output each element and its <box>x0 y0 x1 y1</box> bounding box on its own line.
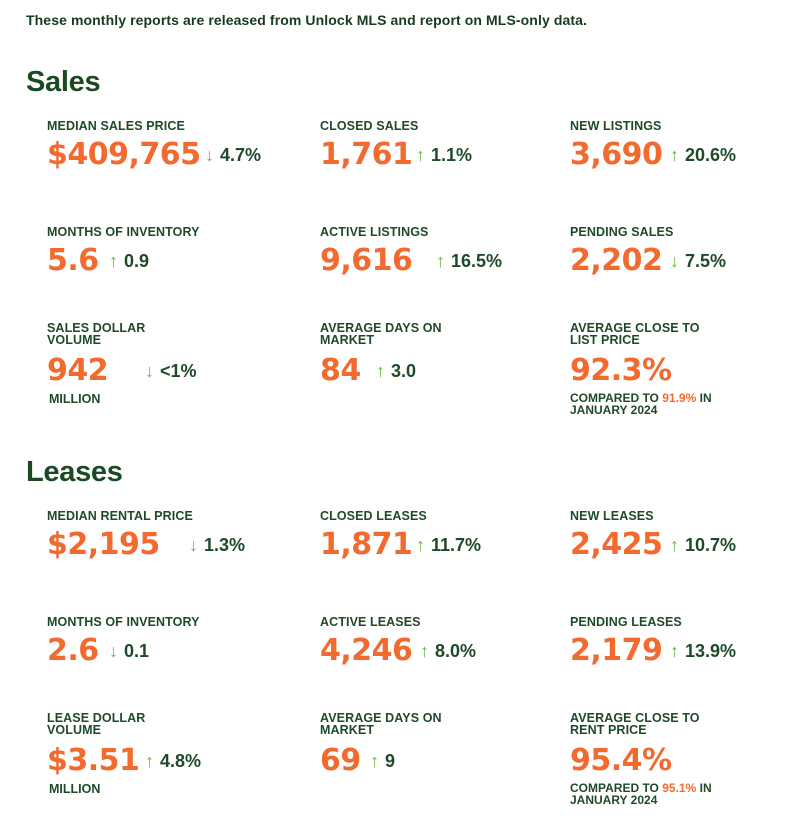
arrow-up-icon: ↑ <box>670 535 679 555</box>
closed-sales-card: CLOSED SALES 1,761 ↑ 1.1% <box>320 120 550 174</box>
sales-dollar-volume-change: ↓ <1% <box>145 361 197 381</box>
new-leases-change: ↑ 10.7% <box>670 535 737 555</box>
average-close-to-list-comparison: COMPARED TO 91.9% IN JANUARY 2024 <box>570 391 712 417</box>
arrow-down-icon: ↓ <box>189 535 198 555</box>
arrow-down-icon: ↓ <box>109 641 118 661</box>
lease-dollar-volume-card: LEASE DOLLAR VOLUME $3.51 ↑ 4.8% MILLION <box>47 712 277 796</box>
arrow-up-icon: ↑ <box>670 145 679 165</box>
active-listings-card: ACTIVE LISTINGS 9,616 ↑ 16.5% <box>320 226 550 280</box>
average-days-on-market-change: ↑ 3.0 <box>376 361 417 381</box>
closed-sales-value: 1,761 <box>320 137 413 172</box>
median-sales-price-label: MEDIAN SALES PRICE <box>47 119 185 133</box>
active-listings-value: 9,616 <box>320 243 413 278</box>
average-close-to-rent-label: AVERAGE CLOSE TO RENT PRICE <box>570 711 700 737</box>
average-close-to-list-value: 92.3% <box>570 353 672 388</box>
arrow-up-icon: ↑ <box>376 361 385 381</box>
arrow-up-icon: ↑ <box>145 751 154 771</box>
arrow-up-icon: ↑ <box>370 751 379 771</box>
new-leases-card: NEW LEASES 2,425 ↑ 10.7% <box>570 510 800 564</box>
leases-heading: Leases <box>26 456 123 488</box>
months-of-inventory-label: MONTHS OF INVENTORY <box>47 615 200 629</box>
average-days-on-market-value: 84 <box>320 353 361 388</box>
active-listings-label: ACTIVE LISTINGS <box>320 225 429 239</box>
active-leases-card: ACTIVE LEASES 4,246 ↑ 8.0% <box>320 616 550 670</box>
arrow-up-icon: ↑ <box>420 641 429 661</box>
arrow-down-icon: ↓ <box>145 361 154 381</box>
average-close-to-rent-card: AVERAGE CLOSE TO RENT PRICE 95.4% COMPARE… <box>570 712 800 806</box>
median-rental-price-card: MEDIAN RENTAL PRICE $2,195 ↓ 1.3% <box>47 510 277 564</box>
arrow-down-icon: ↓ <box>205 145 214 165</box>
closed-leases-card: CLOSED LEASES 1,871 ↑ 11.7% <box>320 510 550 564</box>
new-listings-change: ↑ 20.6% <box>670 145 737 165</box>
average-close-to-list-card: AVERAGE CLOSE TO LIST PRICE 92.3% COMPARE… <box>570 322 800 416</box>
pending-sales-value: 2,202 <box>570 243 663 278</box>
closed-leases-value: 1,871 <box>320 527 413 562</box>
lease-dollar-volume-unit: MILLION <box>49 782 101 796</box>
arrow-up-icon: ↑ <box>416 145 425 165</box>
average-close-to-rent-comparison: COMPARED TO 95.1% IN JANUARY 2024 <box>570 781 712 807</box>
pending-leases-change: ↑ 13.9% <box>670 641 737 661</box>
leases-months-of-inventory-card: MONTHS OF INVENTORY 2.6 ↓ 0.1 <box>47 616 277 670</box>
months-of-inventory-change: ↑ 0.9 <box>109 251 150 271</box>
median-sales-price-value: $409,765 <box>47 137 201 172</box>
arrow-up-icon: ↑ <box>670 641 679 661</box>
active-leases-change: ↑ 8.0% <box>420 641 477 661</box>
new-leases-label: NEW LEASES <box>570 509 654 523</box>
average-days-on-market-change: ↑ 9 <box>370 751 396 771</box>
sales-heading: Sales <box>26 66 101 98</box>
arrow-up-icon: ↑ <box>109 251 118 271</box>
sales-dollar-volume-label: SALES DOLLAR VOLUME <box>47 321 146 347</box>
sales-dollar-volume-card: SALES DOLLAR VOLUME 942 ↓ <1% MILLION <box>47 322 277 406</box>
new-listings-value: 3,690 <box>570 137 663 172</box>
intro-text: These monthly reports are released from … <box>26 12 588 28</box>
pending-sales-label: PENDING SALES <box>570 225 674 239</box>
sales-dollar-volume-unit: MILLION <box>49 392 101 406</box>
pending-leases-label: PENDING LEASES <box>570 615 682 629</box>
lease-dollar-volume-value: $3.51 <box>47 743 140 778</box>
median-sales-price-card: MEDIAN SALES PRICE $409,765 ↓ 4.7% <box>47 120 277 174</box>
active-leases-value: 4,246 <box>320 633 413 668</box>
lease-dollar-volume-change: ↑ 4.8% <box>145 751 202 771</box>
arrow-up-icon: ↑ <box>416 535 425 555</box>
average-days-on-market-value: 69 <box>320 743 361 778</box>
lease-dollar-volume-label: LEASE DOLLAR VOLUME <box>47 711 146 737</box>
median-rental-price-change: ↓ 1.3% <box>189 535 246 555</box>
pending-sales-card: PENDING SALES 2,202 ↓ 7.5% <box>570 226 800 280</box>
sales-months-of-inventory-card: MONTHS OF INVENTORY 5.6 ↑ 0.9 <box>47 226 277 280</box>
arrow-down-icon: ↓ <box>670 251 679 271</box>
months-of-inventory-value: 2.6 <box>47 633 99 668</box>
months-of-inventory-change: ↓ 0.1 <box>109 641 150 661</box>
pending-sales-change: ↓ 7.5% <box>670 251 727 271</box>
leases-average-days-on-market-card: AVERAGE DAYS ON MARKET 69 ↑ 9 <box>320 712 550 780</box>
closed-leases-change: ↑ 11.7% <box>416 535 482 555</box>
median-rental-price-label: MEDIAN RENTAL PRICE <box>47 509 193 523</box>
closed-leases-label: CLOSED LEASES <box>320 509 427 523</box>
active-leases-label: ACTIVE LEASES <box>320 615 421 629</box>
median-rental-price-value: $2,195 <box>47 527 160 562</box>
sales-dollar-volume-value: 942 <box>47 353 109 388</box>
average-days-on-market-label: AVERAGE DAYS ON MARKET <box>320 321 442 347</box>
average-close-to-list-label: AVERAGE CLOSE TO LIST PRICE <box>570 321 700 347</box>
arrow-up-icon: ↑ <box>436 251 445 271</box>
closed-sales-change: ↑ 1.1% <box>416 145 473 165</box>
new-listings-card: NEW LISTINGS 3,690 ↑ 20.6% <box>570 120 800 174</box>
new-listings-label: NEW LISTINGS <box>570 119 662 133</box>
months-of-inventory-label: MONTHS OF INVENTORY <box>47 225 200 239</box>
pending-leases-card: PENDING LEASES 2,179 ↑ 13.9% <box>570 616 800 670</box>
median-sales-price-change: ↓ 4.7% <box>205 145 262 165</box>
average-close-to-rent-value: 95.4% <box>570 743 672 778</box>
new-leases-value: 2,425 <box>570 527 663 562</box>
closed-sales-label: CLOSED SALES <box>320 119 419 133</box>
active-listings-change: ↑ 16.5% <box>436 251 503 271</box>
months-of-inventory-value: 5.6 <box>47 243 99 278</box>
pending-leases-value: 2,179 <box>570 633 663 668</box>
sales-average-days-on-market-card: AVERAGE DAYS ON MARKET 84 ↑ 3.0 <box>320 322 550 390</box>
average-days-on-market-label: AVERAGE DAYS ON MARKET <box>320 711 442 737</box>
